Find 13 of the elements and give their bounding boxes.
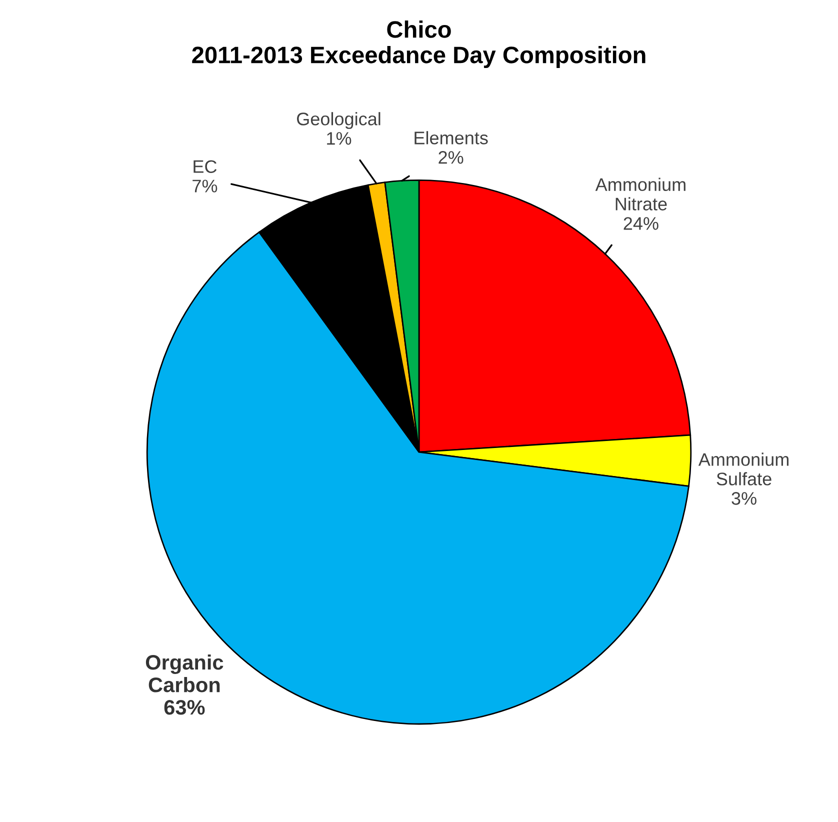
data-label: 2% [438,151,464,164]
data-label: 7% [192,180,218,192]
slice-label: Organic Carbon [146,654,224,692]
slice-label: EC [194,160,217,173]
chart-title: Chico 2011-2013 Exceedance Day Composition [192,20,646,68]
slice-label: Geological [297,112,380,129]
slice-label: Elements [414,131,488,144]
data-label: 24% [624,217,658,230]
data-label: 63% [164,700,205,715]
slice-label: Ammonium Sulfate [698,452,788,486]
data-label: 1% [327,132,352,145]
slice-label: Ammonium Nitrate [595,178,686,210]
data-label: 3% [732,492,756,505]
